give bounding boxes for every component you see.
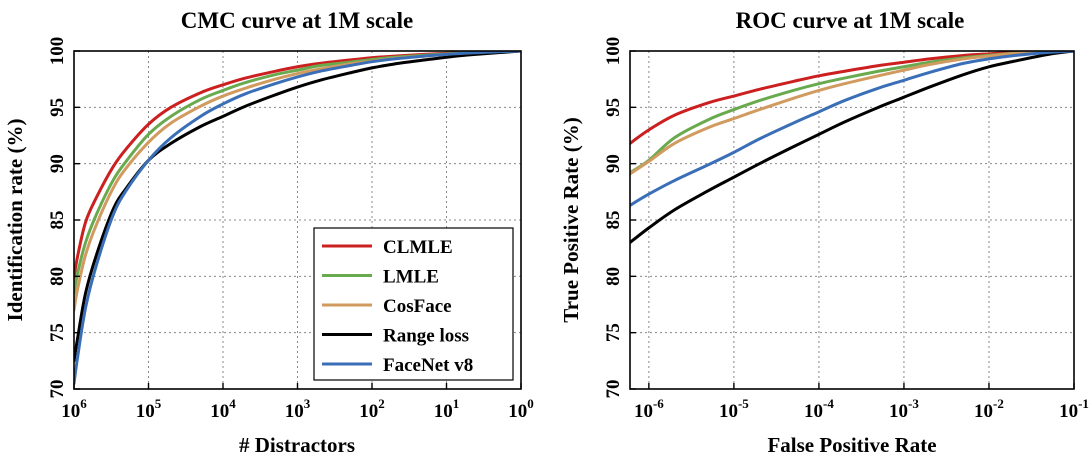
cmc-y-tick-label: 70 <box>47 380 68 399</box>
cmc-x-tick-base: 10 <box>61 401 80 422</box>
roc-x-tick-base: 10 <box>804 401 823 422</box>
roc-x-tick-label: 10-4 <box>804 396 834 422</box>
roc-x-tick-label: 10-5 <box>719 396 749 422</box>
cmc-y-tick-label: 75 <box>47 323 68 342</box>
roc-chart: ROC curve at 1M scale 70 75 80 85 90 95 100 10… <box>559 8 1089 457</box>
roc-x-tick-label: 10-2 <box>974 396 1004 422</box>
cmc-x-tick-label: 106 <box>61 396 87 422</box>
roc-x-tick-exponent: -5 <box>738 396 749 411</box>
roc-x-tick-exponent: -2 <box>993 396 1004 411</box>
roc-y-tick-label: 80 <box>603 267 624 286</box>
cmc-y-tick-label: 80 <box>47 267 68 286</box>
roc-x-ticks: 10-6 10-5 10-4 10-3 10-2 10-1 <box>634 383 1089 422</box>
cmc-y-axis-label: Identification rate (%) <box>3 119 27 322</box>
cmc-y-tick-label: 90 <box>47 154 68 173</box>
roc-y-tick-label: 95 <box>603 98 624 117</box>
roc-y-tick-label: 90 <box>603 154 624 173</box>
cmc-x-ticks: 106 105 104 103 102 101 100 <box>61 383 534 422</box>
roc-x-tick-exponent: -1 <box>1078 396 1089 411</box>
roc-chart-title: ROC curve at 1M scale <box>736 8 965 33</box>
cmc-x-tick-base: 10 <box>508 401 527 422</box>
cmc-x-tick-label: 100 <box>508 396 534 422</box>
cmc-x-tick-label: 105 <box>136 396 162 422</box>
cmc-x-tick-exponent: 6 <box>80 396 87 411</box>
legend-label-facenet-v8: FaceNet v8 <box>383 355 473 376</box>
roc-curves <box>630 51 1074 245</box>
cmc-y-ticks: 70 75 80 85 90 95 100 <box>47 37 80 399</box>
roc-x-tick-exponent: -4 <box>823 396 834 411</box>
cmc-x-tick-base: 10 <box>285 401 304 422</box>
cmc-x-tick-base: 10 <box>434 401 453 422</box>
roc-x-tick-exponent: -6 <box>653 396 664 411</box>
cmc-x-tick-exponent: 1 <box>453 396 460 411</box>
roc-y-tick-label: 100 <box>603 37 624 66</box>
cmc-series-facenet-v8 <box>74 51 521 385</box>
roc-y-tick-label: 75 <box>603 323 624 342</box>
legend-label-range-loss: Range loss <box>383 326 469 347</box>
roc-series-cosface <box>630 51 1074 176</box>
roc-grid <box>630 51 1074 389</box>
roc-x-tick-base: 10 <box>1059 401 1078 422</box>
cmc-x-tick-label: 102 <box>359 396 385 422</box>
cmc-y-tick-label: 95 <box>47 98 68 117</box>
cmc-legend: CLMLE LMLE CosFace Range loss FaceNet v8 <box>313 227 514 381</box>
cmc-x-tick-exponent: 2 <box>378 396 385 411</box>
roc-x-tick-base: 10 <box>719 401 738 422</box>
cmc-x-tick-exponent: 3 <box>304 396 311 411</box>
legend-label-clmle: CLMLE <box>383 237 453 258</box>
cmc-x-tick-exponent: 4 <box>229 396 236 411</box>
roc-x-tick-base: 10 <box>634 401 653 422</box>
roc-x-tick-label: 10-3 <box>889 396 919 422</box>
cmc-chart-title: CMC curve at 1M scale <box>181 8 413 33</box>
cmc-x-tick-base: 10 <box>210 401 229 422</box>
cmc-x-axis-label: # Distractors <box>239 433 355 457</box>
roc-y-axis-label: True Positive Rate (%) <box>559 117 583 322</box>
roc-x-tick-label: 10-1 <box>1059 396 1089 422</box>
roc-y-tick-label: 85 <box>603 211 624 230</box>
legend-label-cosface: CosFace <box>383 296 452 317</box>
roc-x-tick-base: 10 <box>974 401 993 422</box>
cmc-curves <box>74 51 521 385</box>
cmc-x-tick-label: 104 <box>210 396 236 422</box>
legend-label-lmle: LMLE <box>383 267 439 288</box>
roc-y-tick-label: 70 <box>603 380 624 399</box>
roc-x-tick-label: 10-6 <box>634 396 664 422</box>
cmc-x-tick-base: 10 <box>136 401 155 422</box>
cmc-x-tick-base: 10 <box>359 401 378 422</box>
cmc-x-tick-label: 101 <box>434 396 460 422</box>
roc-series-facenet-v8 <box>630 51 1074 207</box>
roc-series-range-loss <box>630 51 1074 245</box>
roc-y-ticks: 70 75 80 85 90 95 100 <box>603 37 636 399</box>
cmc-x-tick-exponent: 0 <box>527 396 534 411</box>
cmc-y-tick-label: 85 <box>47 211 68 230</box>
cmc-y-tick-label: 100 <box>47 37 68 66</box>
cmc-series-range-loss <box>74 51 521 363</box>
roc-x-tick-base: 10 <box>889 401 908 422</box>
roc-x-tick-exponent: -3 <box>908 396 919 411</box>
cmc-x-tick-exponent: 5 <box>155 396 162 411</box>
cmc-x-tick-label: 103 <box>285 396 311 422</box>
roc-x-axis-label: False Positive Rate <box>767 433 936 457</box>
